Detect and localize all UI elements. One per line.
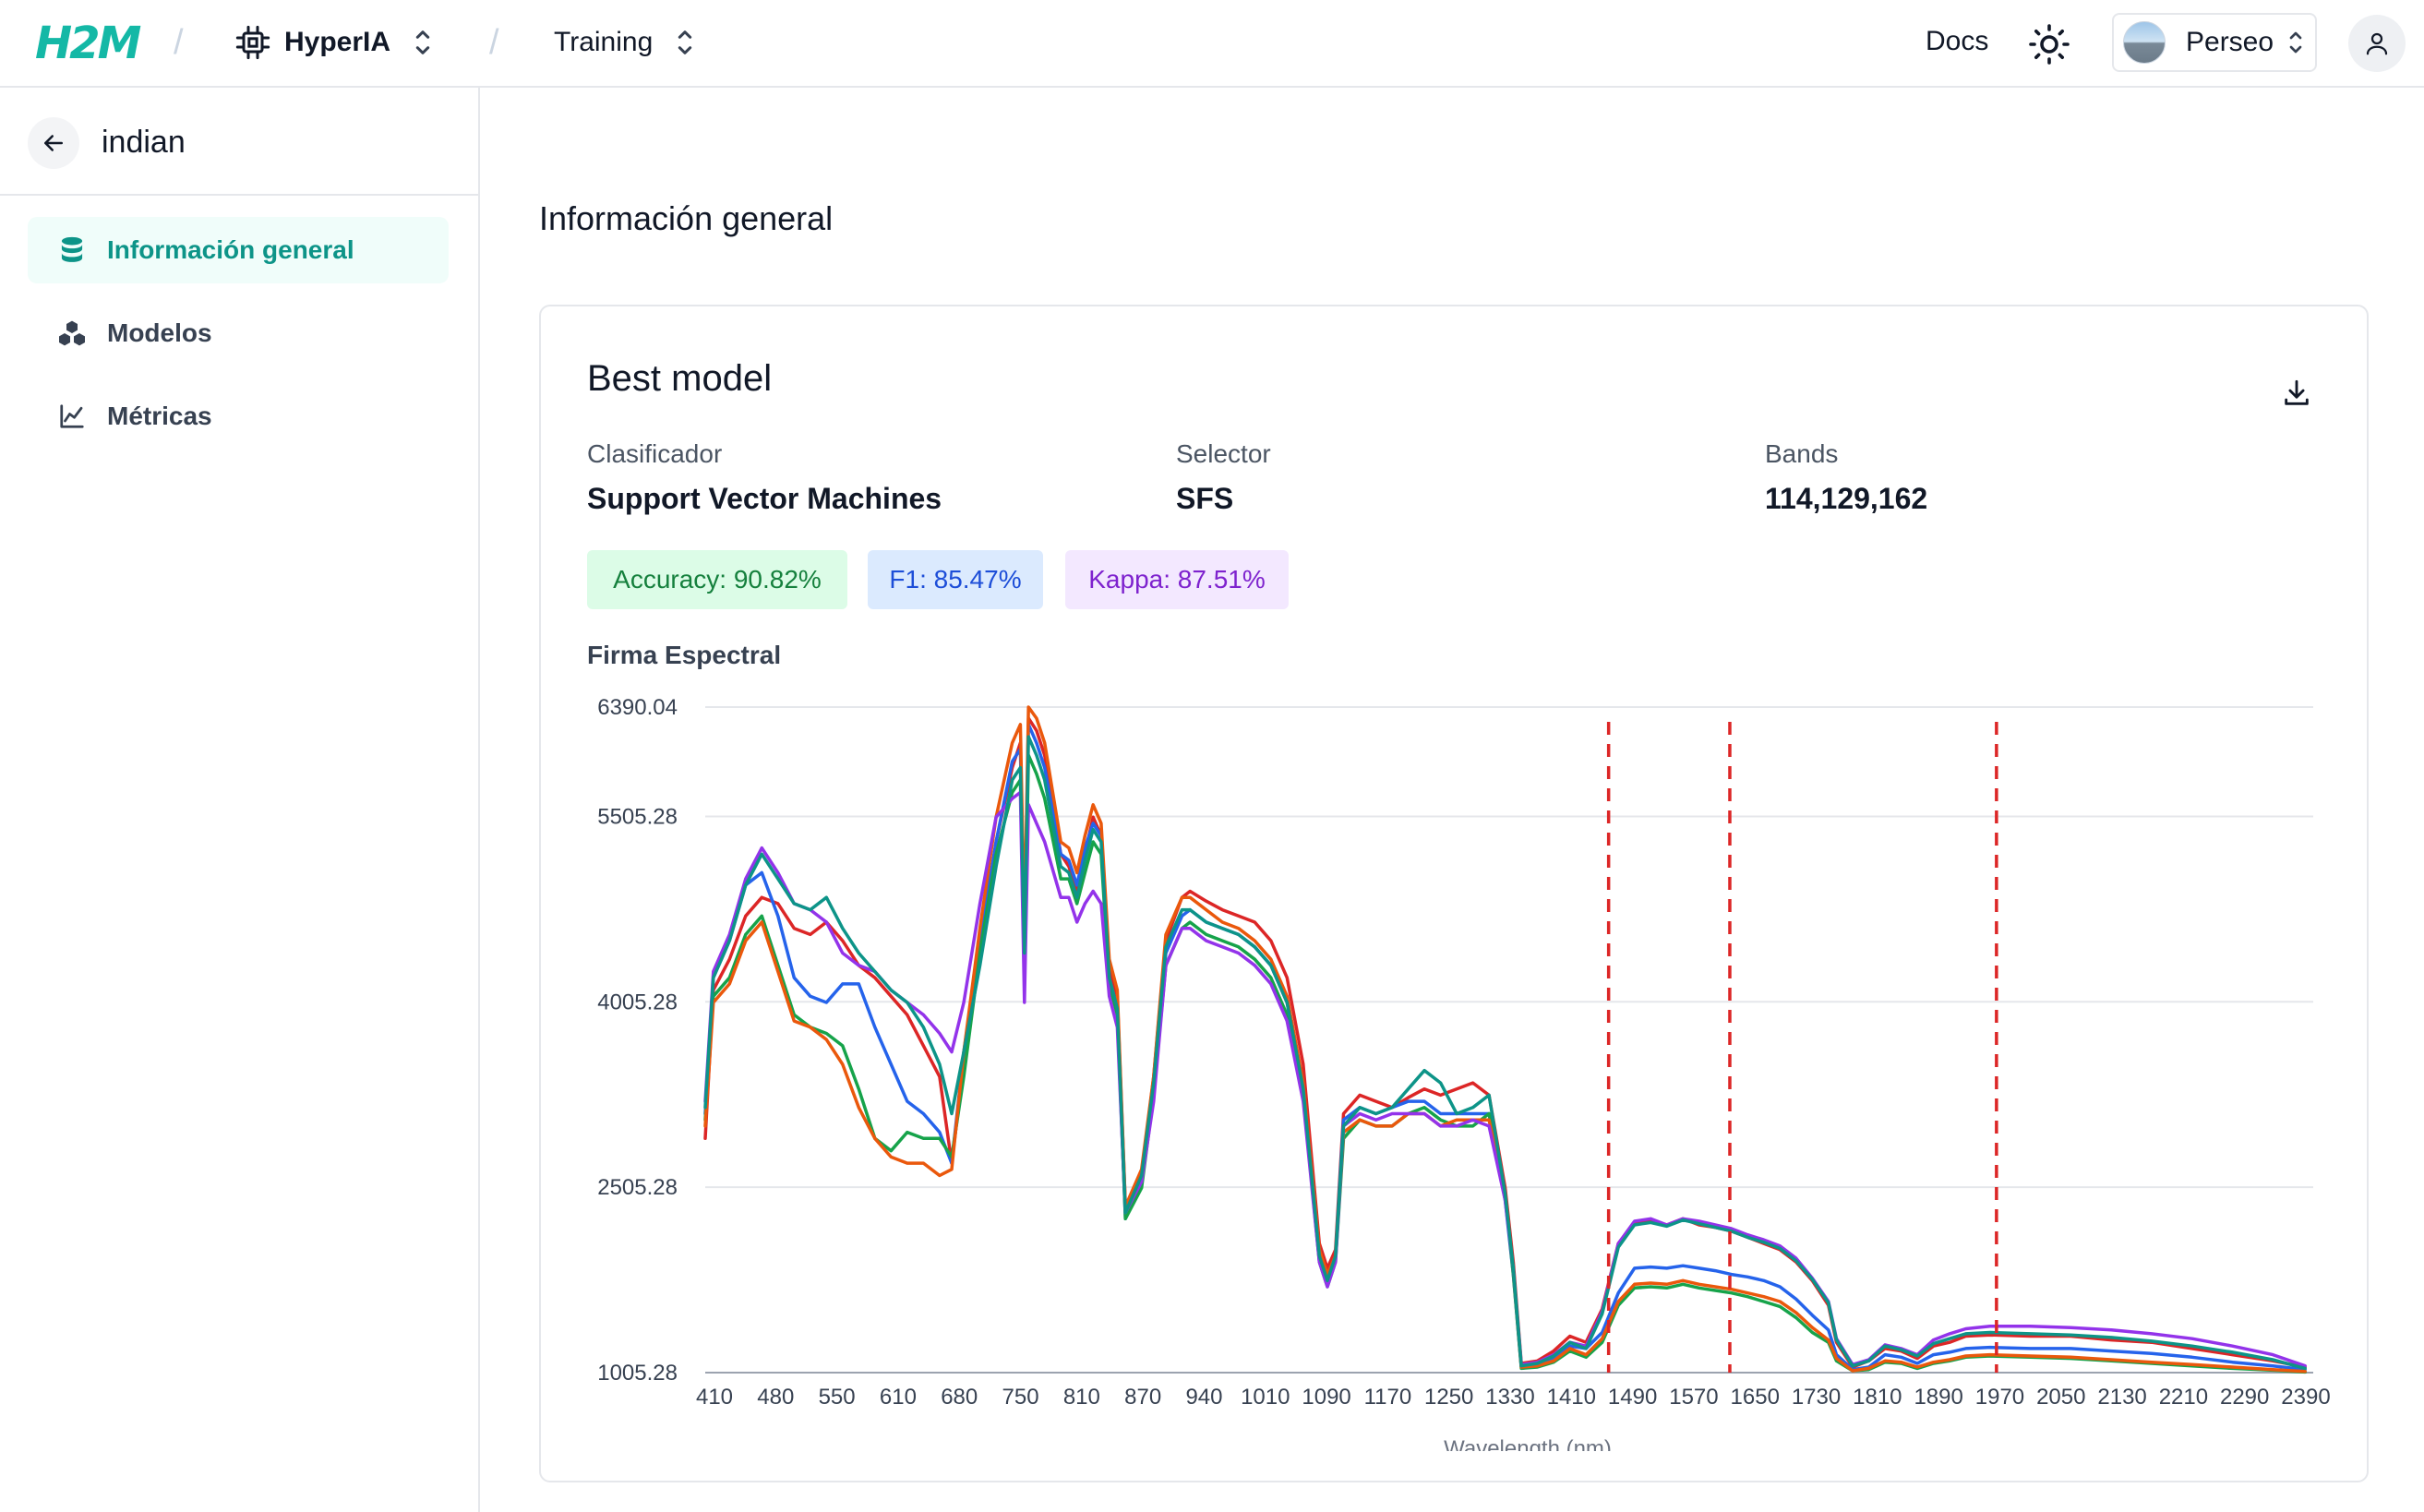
x-tick-label: 2390 [2281,1385,2330,1410]
x-tick-label: 680 [941,1385,978,1410]
x-tick-label: 610 [880,1385,917,1410]
arrow-left-icon [44,135,63,151]
download-button[interactable] [2276,373,2317,414]
x-tick-label: 750 [1002,1385,1039,1410]
chevron-updown-icon [415,30,430,54]
sidebar-item-modelos[interactable]: Modelos [28,300,449,366]
breadcrumb-separator: / [174,23,184,62]
x-tick-label: 1410 [1547,1385,1596,1410]
x-tick-label: 1570 [1669,1385,1718,1410]
user-icon [2366,32,2388,55]
top-bar: H2M / HyperIA / Training Docs Perseo [0,0,2424,88]
x-tick-label: 1090 [1302,1385,1350,1410]
project-switcher[interactable]: HyperIA [234,22,435,63]
x-tick-label: 870 [1124,1385,1161,1410]
sidebar-item-metricas[interactable]: Métricas [28,383,449,450]
y-tick-label: 6390.04 [597,695,678,720]
x-tick-label: 550 [819,1385,856,1410]
x-tick-label: 410 [696,1385,733,1410]
y-tick-label: 4005.28 [597,990,678,1014]
sidebar-item-informacion-general[interactable]: Información general [28,217,449,283]
best-model-card: Best model Clasificador Support Vector M… [539,305,2369,1482]
sidebar: indian Información general Modelos [0,88,480,1512]
bands-value: 114,129,162 [1765,482,1928,515]
line-chart-icon [55,400,89,433]
sun-icon [2029,24,2070,65]
database-icon [55,234,89,267]
dataset-title: indian [102,125,186,160]
back-button[interactable] [28,117,79,169]
x-tick-label: 2290 [2220,1385,2269,1410]
selector-value: SFS [1176,482,1234,515]
classifier-value: Support Vector Machines [587,482,942,515]
series-line [703,753,2307,1374]
y-tick-label: 5505.28 [597,804,678,829]
chart-title: Firma Espectral [587,641,782,669]
x-tick-label: 810 [1063,1385,1100,1410]
x-axis-label: Wavelength (nm) [1444,1436,1612,1451]
bands-info: Bands 114,129,162 [1765,439,1927,516]
x-tick-label: 2050 [2036,1385,2085,1410]
series-line [703,790,2307,1368]
x-tick-label: 2130 [2097,1385,2146,1410]
account-button[interactable] [2348,15,2406,72]
boxes-icon [55,317,89,350]
spectral-signature-chart: 1005.28 2505.28 4005.28 5505.28 6390.04 410 48… [597,695,2330,1451]
series-line [703,735,2307,1371]
x-tick-label: 1810 [1853,1385,1902,1410]
sidebar-item-label: Métricas [107,402,212,430]
download-icon [2285,379,2309,405]
section-name: Training [554,27,654,57]
chevron-updown-icon [2289,31,2302,54]
breadcrumb-separator: / [489,23,499,62]
x-tick-label: 2210 [2159,1385,2208,1410]
sidebar-item-label: Modelos [107,318,212,347]
x-tick-label: 480 [757,1385,794,1410]
selector-info: Selector SFS [1176,439,1271,516]
x-tick-label: 1730 [1792,1385,1841,1410]
series-line [703,723,2307,1372]
theme-toggle-button[interactable] [2027,22,2071,66]
project-name: HyperIA [284,27,391,57]
sidebar-item-label: Información general [107,235,354,264]
x-tick-label: 1250 [1424,1385,1473,1410]
classifier-info: Clasificador Support Vector Machines [587,439,942,516]
f1-badge: F1: 85.47% [868,550,1043,609]
x-tick-label: 940 [1185,1385,1222,1410]
y-tick-label: 1005.28 [597,1361,678,1386]
x-tick-label: 1170 [1364,1385,1412,1410]
kappa-badge: Kappa: 87.51% [1065,550,1289,609]
chip-icon [235,25,270,60]
x-tick-label: 1650 [1731,1385,1780,1410]
selector-label: Selector [1176,439,1271,468]
x-tick-label: 1490 [1608,1385,1657,1410]
avatar [2123,21,2166,64]
user-name: Perseo [2186,27,2274,57]
y-tick-label: 2505.28 [597,1175,678,1200]
sidebar-header: indian [0,88,478,196]
h2m-logo[interactable]: H2M [35,18,141,69]
x-tick-label: 1970 [1975,1385,2024,1410]
accuracy-badge: Accuracy: 90.82% [587,550,847,609]
card-title: Best model [587,358,773,399]
x-tick-label: 1890 [1914,1385,1962,1410]
user-switcher[interactable]: Perseo [2112,13,2317,72]
x-tick-label: 1010 [1241,1385,1290,1410]
page-title: Información general [539,199,834,237]
bands-label: Bands [1765,439,1839,468]
docs-link[interactable]: Docs [1926,26,1989,56]
section-switcher[interactable]: Training [554,22,697,63]
x-tick-label: 1330 [1485,1385,1534,1410]
chevron-updown-icon [678,30,692,54]
classifier-label: Clasificador [587,439,723,468]
